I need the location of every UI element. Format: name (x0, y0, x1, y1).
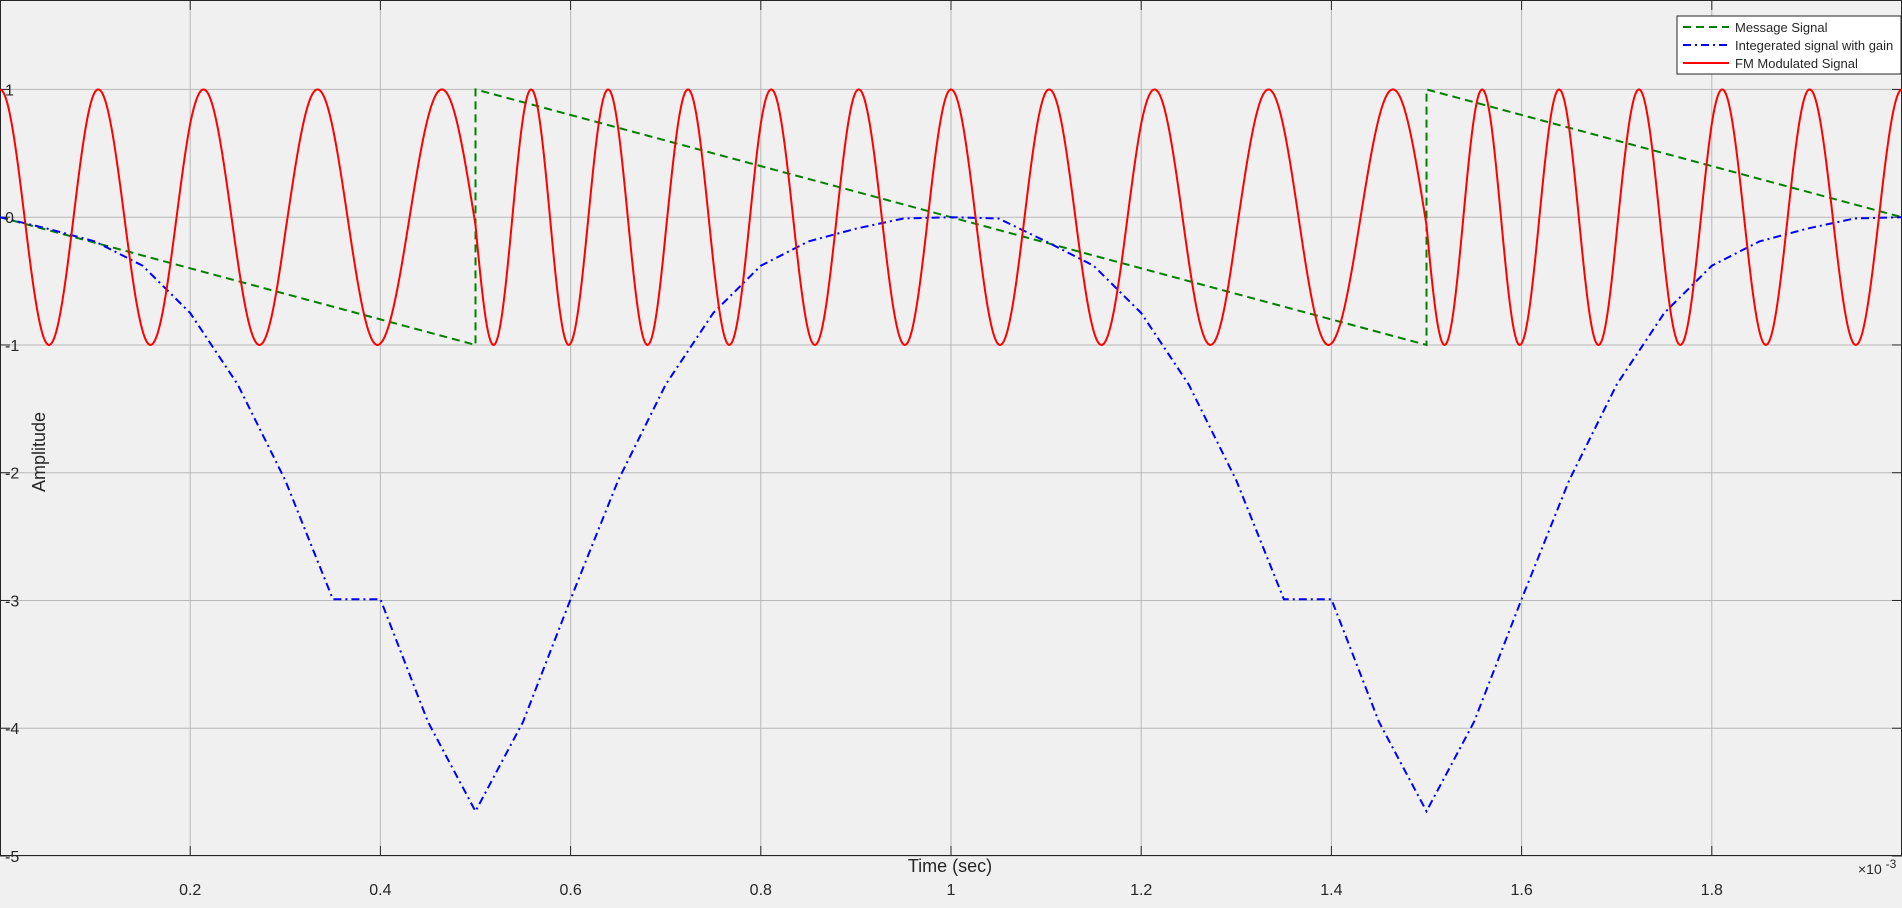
tick-labels: 0.2 0.4 0.6 0.8 1 1.2 1.4 1.6 1.8 1 0 -1 -2 -3 -4 -5 (5, 82, 1723, 899)
y-tick-label: -1 (5, 338, 19, 355)
x-tick-label: 0.2 (179, 882, 201, 899)
x-tick-label: 0.6 (559, 882, 581, 899)
legend-label-integrated-signal: Integerated signal with gain (1735, 38, 1893, 53)
legend-label-fm-modulated-signal: FM Modulated Signal (1735, 56, 1858, 71)
y-tick-label: -5 (5, 849, 19, 866)
x-tick-label: 0.8 (750, 882, 772, 899)
y-tick-label: 0 (5, 210, 14, 227)
series-integrated-signal (0, 216, 1902, 814)
legend: Message Signal Integerated signal with g… (1676, 15, 1902, 75)
x-tick-label: 1.6 (1510, 882, 1532, 899)
y-tick-label: -2 (5, 466, 19, 483)
x-axis-exponent-power: -3 (1886, 857, 1897, 871)
legend-entry-fm-modulated-signal: FM Modulated Signal (1683, 56, 1858, 71)
x-tick-label: 1.4 (1320, 882, 1342, 899)
y-tick-label: -3 (5, 593, 19, 610)
legend-entry-integrated-signal: Integerated signal with gain (1683, 38, 1893, 53)
x-tick-label: 1 (947, 882, 956, 899)
x-axis-exponent-base: ×10 (1858, 861, 1882, 877)
y-tick-label: -4 (5, 721, 19, 738)
legend-entry-message-signal: Message Signal (1683, 20, 1828, 35)
series-lines (0, 88, 1902, 814)
y-axis-label: Amplitude (29, 412, 49, 492)
y-tick-label: 1 (5, 82, 14, 99)
grid (0, 0, 1902, 857)
x-axis-label: Time (sec) (908, 856, 992, 876)
x-tick-label: 1.8 (1701, 882, 1723, 899)
x-tick-label: 0.4 (369, 882, 391, 899)
x-axis-exponent: ×10 -3 (1858, 857, 1897, 877)
series-fm-modulated-signal (0, 88, 1902, 347)
x-tick-label: 1.2 (1130, 882, 1152, 899)
legend-label-message-signal: Message Signal (1735, 20, 1828, 35)
